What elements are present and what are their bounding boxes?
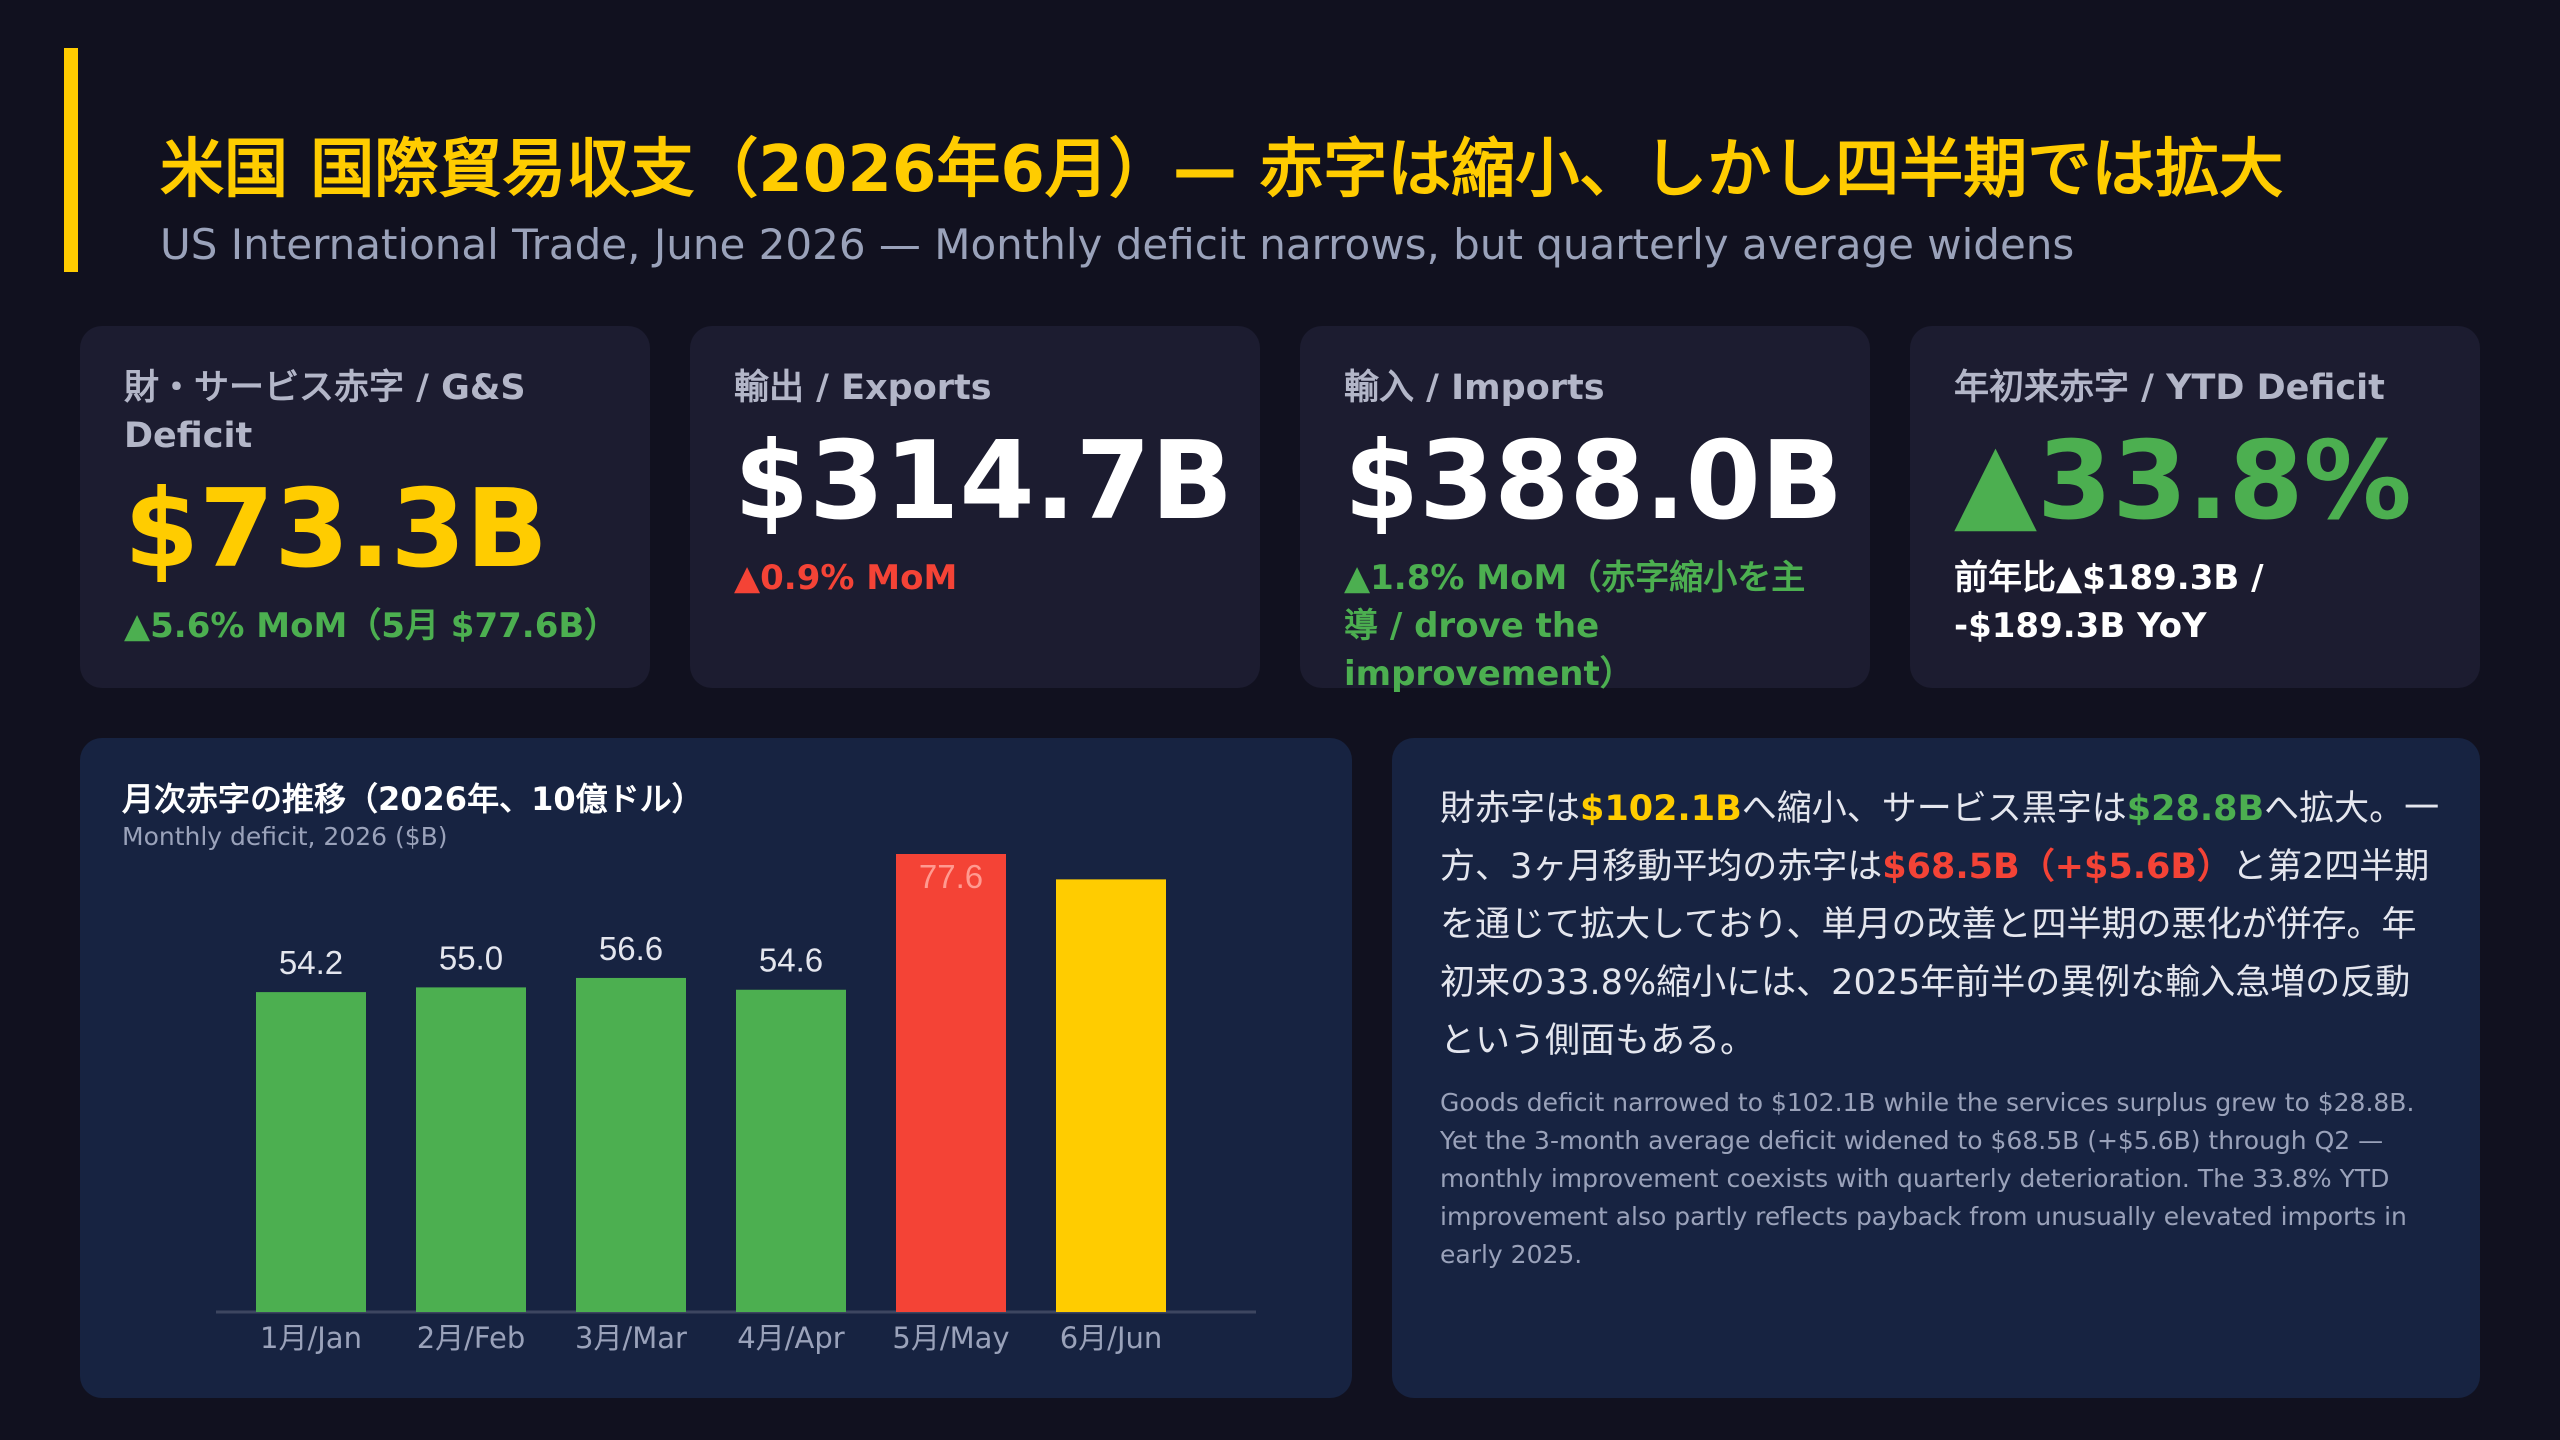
data-label: 77.6 bbox=[919, 858, 983, 895]
chart-subtitle: Monthly deficit, 2026 ($B) bbox=[122, 822, 448, 851]
kpi-label: 年初来赤字 / YTD Deficit bbox=[1954, 368, 2385, 408]
x-tick-label: 1月/Jan bbox=[260, 1321, 362, 1355]
kpi-value: $388.0B bbox=[1344, 419, 1844, 544]
commentary-text: へ拡大。一方、3ヶ月移動平均の赤字は bbox=[1440, 789, 2440, 887]
kpi-change: ▲0.9% MoM bbox=[734, 558, 958, 598]
bar-0 bbox=[256, 992, 366, 1312]
bar-1 bbox=[416, 987, 526, 1312]
page-subtitle: US International Trade, June 2026 — Mont… bbox=[160, 220, 2075, 269]
kpi-change: ▲5.6% MoM（5月 $77.6B） bbox=[124, 606, 619, 646]
commentary-japanese: 財赤字は$102.1Bへ縮小、サービス黒字は$28.8Bへ拡大。一方、3ヶ月移動… bbox=[1440, 780, 2440, 1070]
kpi-label: 輸出 / Exports bbox=[734, 368, 992, 408]
commentary-highlight: $28.8B bbox=[2126, 789, 2265, 829]
commentary-highlight: $102.1B bbox=[1580, 789, 1742, 829]
kpi-label: 財・サービス赤字 / G&S Deficit bbox=[124, 368, 526, 456]
bar-4 bbox=[896, 854, 1006, 1312]
kpi-card-deficit: 財・サービス赤字 / G&S Deficit $73.3B ▲5.6% MoM（… bbox=[80, 326, 650, 688]
bar-3 bbox=[736, 989, 846, 1312]
kpi-card-ytd-deficit: 年初来赤字 / YTD Deficit ▲33.8% 前年比▲$189.3B /… bbox=[1910, 326, 2480, 688]
commentary-highlight: $68.5B（+$5.6B） bbox=[1882, 847, 2233, 887]
kpi-card-exports: 輸出 / Exports $314.7B ▲0.9% MoM bbox=[690, 326, 1260, 688]
page-title: 米国 国際貿易収支（2026年6月）— 赤字は縮小、しかし四半期では拡大 bbox=[160, 133, 2284, 207]
data-label: 56.6 bbox=[599, 930, 663, 967]
x-tick-label: 2月/Feb bbox=[417, 1321, 526, 1355]
kpi-value: ▲33.8% bbox=[1954, 419, 2412, 544]
bar-chart: 54.2 1月/Jan 55.0 2月/Feb 56.6 3月/Mar 54.6 4月/Apr… bbox=[216, 854, 1256, 1355]
commentary-english: Goods deficit narrowed to $102.1B while … bbox=[1440, 1088, 2415, 1269]
bar-5 bbox=[1056, 879, 1166, 1312]
commentary-text: へ縮小、サービス黒字は bbox=[1741, 789, 2127, 829]
x-tick-label: 5月/May bbox=[892, 1321, 1009, 1355]
x-tick-label: 6月/Jun bbox=[1060, 1321, 1163, 1355]
x-tick-label: 4月/Apr bbox=[737, 1321, 844, 1355]
bar-2 bbox=[576, 977, 686, 1312]
data-label: 54.6 bbox=[759, 942, 823, 979]
commentary-text: と第2四半期を通じて拡大しており、単月の改善と四半期の悪化が併存。年初来の33.… bbox=[1440, 847, 2430, 1061]
kpi-card-imports: 輸入 / Imports $388.0B ▲1.8% MoM（赤字縮小を主導 /… bbox=[1300, 326, 1870, 694]
data-label: 55.0 bbox=[439, 939, 503, 976]
chart-panel: 月次赤字の推移（2026年、10億ドル） Monthly deficit, 20… bbox=[80, 738, 1352, 1398]
kpi-change: ▲1.8% MoM（赤字縮小を主導 / drove the improvemen… bbox=[1344, 558, 1806, 694]
commentary-panel: 財赤字は$102.1Bへ縮小、サービス黒字は$28.8Bへ拡大。一方、3ヶ月移動… bbox=[1392, 738, 2480, 1398]
commentary-text: 財赤字は bbox=[1440, 789, 1581, 829]
x-tick-label: 3月/Mar bbox=[575, 1321, 687, 1355]
kpi-value: $314.7B bbox=[734, 419, 1234, 544]
data-label: 54.2 bbox=[279, 944, 343, 981]
title-accent-bar bbox=[64, 48, 78, 272]
kpi-label: 輸入 / Imports bbox=[1344, 368, 1605, 408]
chart-title: 月次赤字の推移（2026年、10億ドル） bbox=[122, 780, 704, 818]
kpi-value: $73.3B bbox=[124, 467, 548, 592]
kpi-change: 前年比▲$189.3B / -$189.3B YoY bbox=[1954, 558, 2264, 646]
